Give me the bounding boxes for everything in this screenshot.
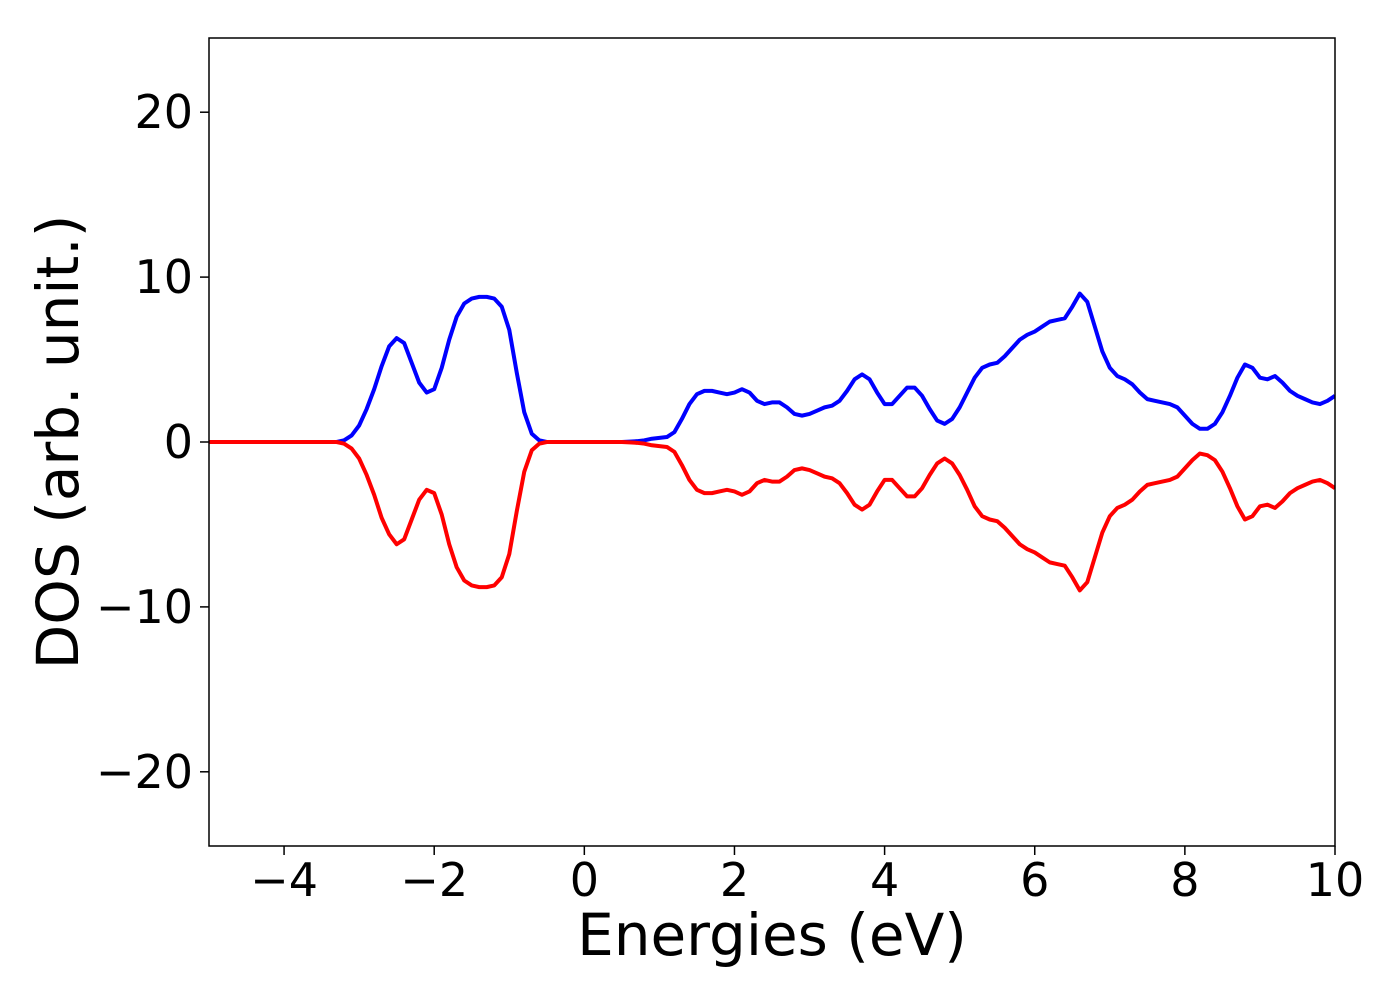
x-tick-label: 2 — [720, 853, 749, 907]
y-tick-label: 20 — [134, 85, 193, 139]
y-tick-label: 10 — [134, 250, 193, 304]
x-tick-label: 0 — [570, 853, 599, 907]
x-tick-label: −4 — [250, 853, 318, 907]
plot-frame — [208, 37, 1336, 847]
y-axis-label: DOS (arb. unit.) — [24, 215, 92, 670]
x-tick-label: 10 — [1306, 853, 1365, 907]
x-tick-label: 8 — [1170, 853, 1199, 907]
x-tick-label: −2 — [400, 853, 468, 907]
dos-line — [209, 440, 1335, 593]
x-axis-label: Energies (eV) — [577, 901, 967, 969]
dos-line — [209, 291, 1335, 444]
y-tick-label: 0 — [164, 415, 193, 469]
x-tick-label: 4 — [870, 853, 899, 907]
y-tick-label: −20 — [96, 745, 193, 799]
x-tick-label: 6 — [1020, 853, 1049, 907]
y-tick-label: −10 — [96, 580, 193, 634]
